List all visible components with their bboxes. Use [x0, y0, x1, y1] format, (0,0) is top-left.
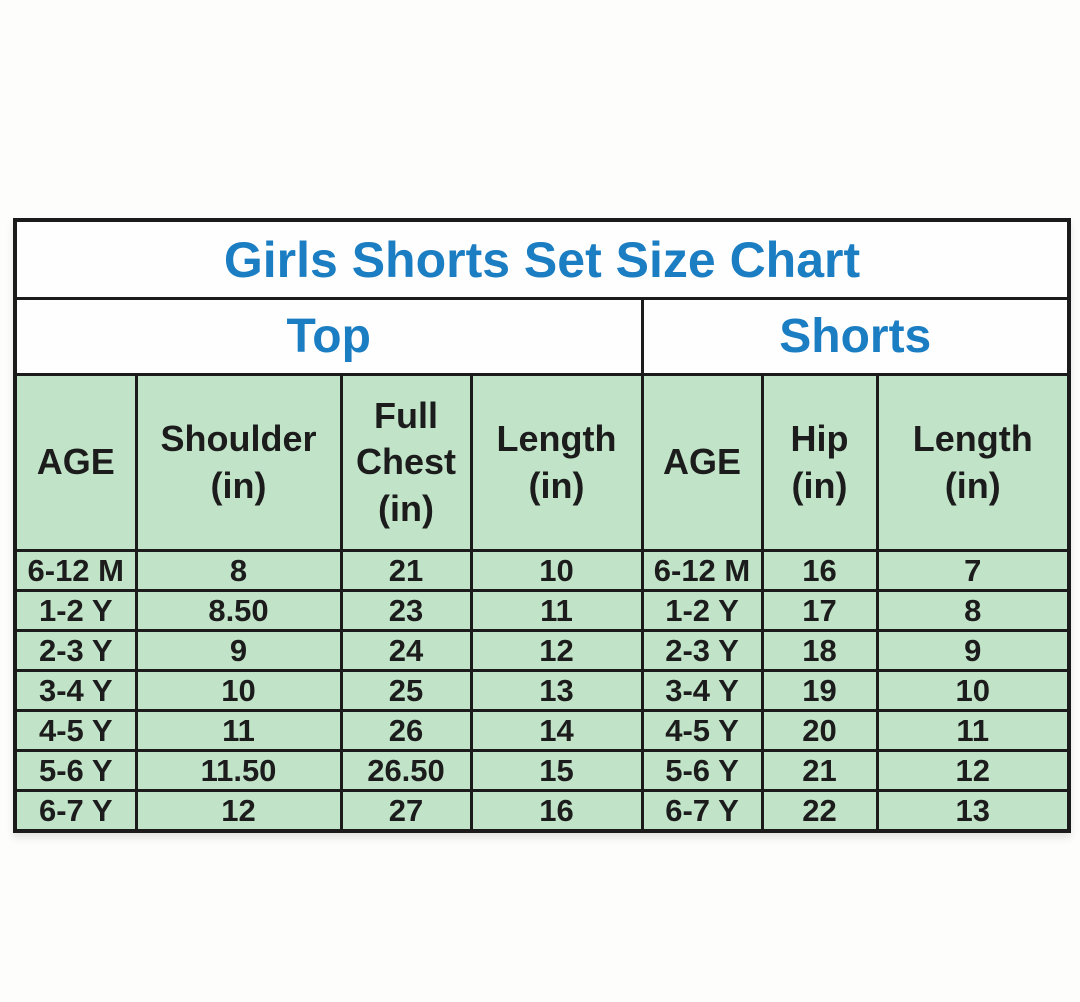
header-line: Shoulder — [160, 418, 317, 460]
cell-age-shorts: 2-3 Y — [640, 629, 764, 672]
cell-length-top: 11 — [469, 589, 644, 632]
size-chart-table: Girls Shorts Set Size Chart Top Shorts A… — [13, 218, 1071, 833]
cell-age: 6-7 Y — [13, 789, 138, 833]
cell-length-shorts: 10 — [875, 669, 1071, 712]
cell-shoulder: 12 — [134, 789, 343, 833]
header-line: (in) — [210, 464, 267, 506]
cell-age-shorts: 1-2 Y — [640, 589, 764, 632]
cell-age-shorts: 4-5 Y — [640, 709, 764, 752]
header-line: Length — [496, 418, 617, 460]
section-shorts-label: Shorts — [640, 297, 1071, 376]
cell-shoulder: 8 — [134, 549, 343, 592]
cell-shoulder: 11.50 — [134, 749, 343, 792]
table-row: 4-5 Y 11 26 14 4-5 Y 20 11 — [13, 709, 1071, 752]
cell-age-shorts: 6-12 M — [640, 549, 764, 592]
cell-age: 1-2 Y — [13, 589, 138, 632]
cell-age: 6-12 M — [13, 549, 138, 592]
cell-length-top: 15 — [469, 749, 644, 792]
table-row: 6-12 M 8 21 10 6-12 M 16 7 — [13, 549, 1071, 592]
cell-shoulder: 10 — [134, 669, 343, 712]
header-cell-age-top: AGE — [13, 373, 138, 552]
cell-shoulder: 11 — [134, 709, 343, 752]
table-row: 1-2 Y 8.50 23 11 1-2 Y 17 8 — [13, 589, 1071, 632]
header-cell-length-top: Length (in) — [469, 373, 644, 552]
table-row: 5-6 Y 11.50 26.50 15 5-6 Y 21 12 — [13, 749, 1071, 792]
cell-length-shorts: 7 — [875, 549, 1071, 592]
cell-full-chest: 26.50 — [339, 749, 473, 792]
cell-length-shorts: 13 — [875, 789, 1071, 833]
header-line: Length — [912, 418, 1033, 460]
header-line: (in) — [944, 464, 1001, 506]
cell-hip: 20 — [760, 709, 879, 752]
header-line: Hip — [790, 418, 849, 460]
header-line: AGE — [36, 441, 115, 483]
cell-full-chest: 23 — [339, 589, 473, 632]
cell-length-top: 12 — [469, 629, 644, 672]
cell-hip: 21 — [760, 749, 879, 792]
table-row: 2-3 Y 9 24 12 2-3 Y 18 9 — [13, 629, 1071, 672]
header-line: AGE — [662, 441, 741, 483]
header-line: (in) — [528, 464, 585, 506]
header-line: (in) — [378, 487, 434, 529]
cell-hip: 19 — [760, 669, 879, 712]
cell-full-chest: 24 — [339, 629, 473, 672]
cell-age: 4-5 Y — [13, 709, 138, 752]
cell-full-chest: 21 — [339, 549, 473, 592]
cell-length-top: 10 — [469, 549, 644, 592]
cell-length-shorts: 8 — [875, 589, 1071, 632]
section-row: Top Shorts — [13, 297, 1071, 376]
cell-age: 5-6 Y — [13, 749, 138, 792]
cell-length-top: 16 — [469, 789, 644, 833]
cell-hip: 18 — [760, 629, 879, 672]
cell-age: 2-3 Y — [13, 629, 138, 672]
cell-length-shorts: 11 — [875, 709, 1071, 752]
header-line: (in) — [791, 464, 848, 506]
table-row: 6-7 Y 12 27 16 6-7 Y 22 13 — [13, 789, 1071, 833]
cell-shoulder: 9 — [134, 629, 343, 672]
table-row: 3-4 Y 10 25 13 3-4 Y 19 10 — [13, 669, 1071, 712]
cell-age-shorts: 3-4 Y — [640, 669, 764, 712]
cell-length-shorts: 12 — [875, 749, 1071, 792]
header-line: Chest — [355, 441, 457, 483]
header-cell-shoulder: Shoulder (in) — [134, 373, 343, 552]
header-cell-length-shorts: Length (in) — [875, 373, 1071, 552]
cell-age-shorts: 5-6 Y — [640, 749, 764, 792]
header-line: Full — [374, 395, 438, 437]
cell-length-top: 13 — [469, 669, 644, 712]
cell-age-shorts: 6-7 Y — [640, 789, 764, 833]
cell-shoulder: 8.50 — [134, 589, 343, 632]
cell-hip: 17 — [760, 589, 879, 632]
cell-hip: 22 — [760, 789, 879, 833]
header-cell-full-chest: Full Chest (in) — [339, 373, 473, 552]
title-row: Girls Shorts Set Size Chart — [13, 218, 1071, 300]
cell-full-chest: 25 — [339, 669, 473, 712]
cell-hip: 16 — [760, 549, 879, 592]
header-cell-hip: Hip (in) — [760, 373, 879, 552]
cell-length-shorts: 9 — [875, 629, 1071, 672]
cell-full-chest: 26 — [339, 709, 473, 752]
cell-length-top: 14 — [469, 709, 644, 752]
chart-title: Girls Shorts Set Size Chart — [13, 218, 1071, 300]
header-cell-age-shorts: AGE — [640, 373, 764, 552]
cell-age: 3-4 Y — [13, 669, 138, 712]
cell-full-chest: 27 — [339, 789, 473, 833]
section-top-label: Top — [13, 297, 644, 376]
header-row: AGE Shoulder (in) Full Chest (in) Length… — [13, 373, 1071, 552]
